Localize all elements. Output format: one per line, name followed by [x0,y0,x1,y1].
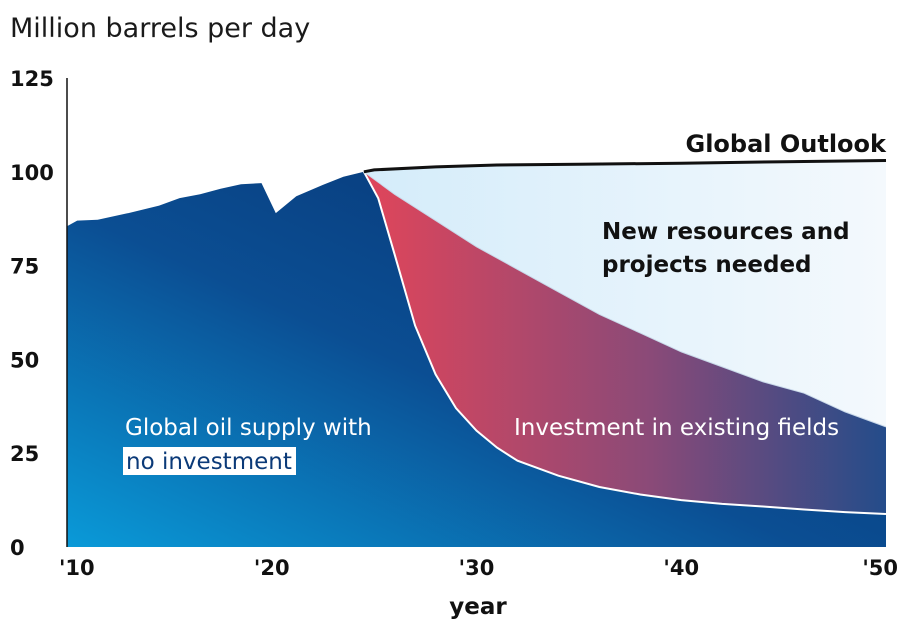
no-investment-label-line2: no investment [126,449,292,475]
investment-label: Investment in existing fields [514,415,839,441]
x-tick-label: '10 [59,556,95,580]
global-outlook-line [363,159,887,174]
investment-boundary-line [363,171,887,428]
no-investment-label-line1: Global oil supply with [125,415,372,441]
y-tick-label: 100 [10,161,54,185]
new-resources-area [363,160,886,427]
global-outlook-label: Global Outlook [686,130,888,158]
y-tick-label: 50 [10,348,39,372]
no-investment-highlight-box [123,447,296,475]
x-tick-label: '50 [862,556,898,580]
x-axis-label: year [449,594,507,620]
x-tick-label: '40 [663,556,699,580]
y-tick-label: 125 [10,67,54,91]
no-investment-decline-line [363,171,887,515]
y-tick-label: 0 [10,536,25,560]
x-tick-label: '30 [459,556,495,580]
new-resources-label-line1: New resources and [602,219,850,245]
y-axis-label: Million barrels per day [10,13,310,44]
x-tick-labels: '10 '20 '30 '40 '50 [59,556,898,580]
investment-area [363,171,886,515]
new-resources-label-line2: projects needed [602,252,812,278]
x-tick-label: '20 [254,556,290,580]
y-tick-labels: 0 25 50 75 100 125 [10,67,54,560]
y-tick-label: 75 [10,255,39,279]
y-tick-label: 25 [10,442,39,466]
